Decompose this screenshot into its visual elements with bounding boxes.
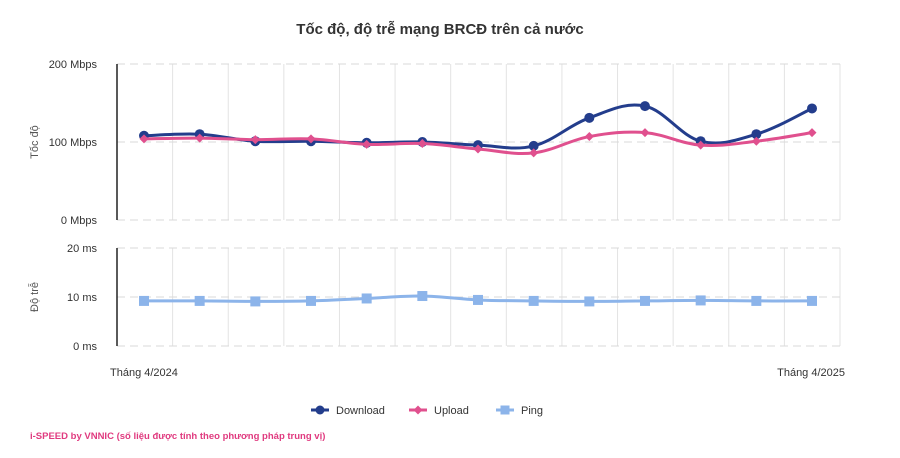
point-ping-8 (584, 296, 595, 307)
point-upload-4 (362, 139, 372, 149)
tick-label-speed-1: 100 Mbps (49, 137, 98, 149)
tick-label-latency-2: 20 ms (67, 243, 97, 255)
point-upload-2 (250, 135, 260, 145)
point-download-9 (640, 101, 650, 112)
point-ping-4 (361, 293, 372, 304)
point-upload-1 (195, 133, 205, 143)
point-ping-0 (139, 295, 149, 306)
point-ping-2 (250, 296, 261, 307)
point-upload-0 (139, 134, 149, 144)
legend-marker-upload (413, 405, 423, 415)
x-label-end: Tháng 4/2025 (777, 367, 845, 379)
point-upload-8 (584, 132, 594, 142)
point-ping-3 (306, 295, 316, 306)
y-axis-title-latency: Độ trễ (28, 282, 41, 312)
point-upload-7 (529, 148, 539, 158)
point-ping-6 (473, 294, 483, 305)
point-upload-3 (306, 134, 316, 144)
legend-marker-download (315, 405, 325, 415)
tick-label-speed-2: 200 Mbps (49, 59, 98, 71)
tick-label-latency-1: 10 ms (67, 292, 97, 304)
point-upload-10 (696, 140, 706, 150)
point-download-11 (751, 129, 762, 140)
footer-credit: i-SPEED by VNNIC (số liệu được tính theo… (30, 431, 325, 442)
point-ping-1 (194, 295, 205, 306)
y-axis-title-speed: Tốc độ (29, 125, 41, 159)
legend-label-download: Download (336, 405, 385, 417)
point-download-8 (584, 112, 595, 123)
legend-label-upload: Upload (434, 405, 469, 417)
axes: 0 Mbps 100 Mbps 200 Mbps Tốc độ 0 ms 10 ms 20 … (28, 59, 118, 353)
point-ping-11 (751, 295, 762, 306)
legend-marker-ping (500, 405, 510, 415)
point-download-12 (807, 103, 817, 114)
point-upload-6 (473, 144, 483, 154)
series-layer (139, 101, 817, 307)
tick-label-latency-0: 0 ms (73, 341, 97, 353)
point-ping-7 (528, 295, 539, 306)
point-download-7 (528, 140, 539, 151)
tick-label-speed-0: 0 Mbps (61, 215, 98, 227)
point-upload-5 (417, 139, 427, 149)
point-upload-12 (807, 128, 817, 138)
point-upload-11 (751, 136, 761, 146)
point-upload-9 (640, 128, 650, 138)
point-ping-9 (640, 295, 650, 306)
point-ping-10 (695, 295, 706, 306)
x-label-start: Tháng 4/2024 (110, 367, 178, 379)
chart-title: Tốc độ, độ trễ mạng BRCĐ trên cả nước (296, 21, 583, 38)
legend: Download Upload Ping (311, 405, 543, 417)
point-ping-5 (417, 291, 428, 302)
legend-label-ping: Ping (521, 405, 543, 417)
point-ping-12 (807, 295, 817, 306)
